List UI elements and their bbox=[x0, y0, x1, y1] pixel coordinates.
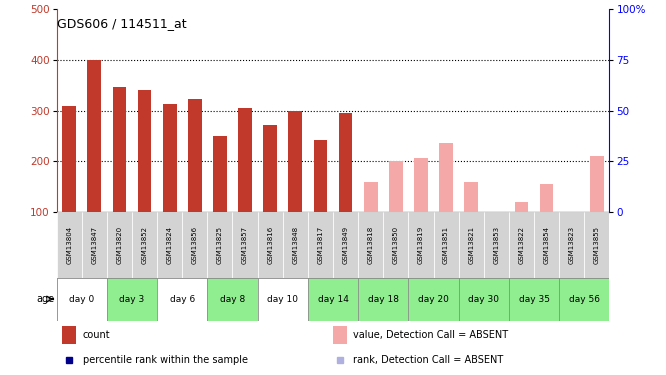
Text: day 14: day 14 bbox=[318, 295, 348, 304]
Bar bbox=[559, 212, 584, 278]
Text: GSM13855: GSM13855 bbox=[594, 226, 600, 264]
Text: GSM13856: GSM13856 bbox=[192, 226, 198, 264]
Bar bbox=[207, 212, 232, 278]
Text: GSM13854: GSM13854 bbox=[543, 226, 549, 264]
Text: GSM13823: GSM13823 bbox=[569, 226, 575, 264]
Text: count: count bbox=[83, 330, 110, 340]
Text: age: age bbox=[36, 294, 54, 304]
Text: day 20: day 20 bbox=[418, 295, 449, 304]
Text: GSM13817: GSM13817 bbox=[318, 226, 324, 264]
Bar bbox=[333, 212, 358, 278]
Bar bbox=[408, 212, 434, 278]
Bar bbox=[308, 278, 358, 321]
Bar bbox=[539, 184, 553, 212]
Text: GSM13825: GSM13825 bbox=[217, 226, 223, 264]
Bar bbox=[288, 111, 302, 212]
Text: GSM13847: GSM13847 bbox=[91, 226, 97, 264]
Text: GSM13853: GSM13853 bbox=[494, 226, 500, 264]
Bar bbox=[515, 202, 528, 212]
Text: GSM13849: GSM13849 bbox=[342, 226, 348, 264]
Text: percentile rank within the sample: percentile rank within the sample bbox=[83, 355, 248, 365]
Bar bbox=[213, 136, 227, 212]
Text: day 8: day 8 bbox=[220, 295, 245, 304]
Bar bbox=[408, 278, 459, 321]
Text: GSM13857: GSM13857 bbox=[242, 226, 248, 264]
Bar bbox=[484, 212, 509, 278]
Text: GSM13821: GSM13821 bbox=[468, 226, 474, 264]
Text: GDS606 / 114511_at: GDS606 / 114511_at bbox=[57, 17, 186, 30]
Bar bbox=[62, 326, 76, 344]
Bar bbox=[464, 182, 478, 212]
Text: day 6: day 6 bbox=[170, 295, 195, 304]
Bar bbox=[113, 87, 127, 212]
Bar bbox=[509, 278, 559, 321]
Bar bbox=[283, 212, 308, 278]
Bar bbox=[584, 212, 609, 278]
Bar bbox=[232, 212, 258, 278]
Text: GSM13819: GSM13819 bbox=[418, 226, 424, 264]
Bar bbox=[358, 278, 408, 321]
Bar bbox=[383, 212, 408, 278]
Text: day 3: day 3 bbox=[119, 295, 145, 304]
Bar bbox=[414, 158, 428, 212]
Bar bbox=[182, 212, 207, 278]
Text: day 35: day 35 bbox=[519, 295, 549, 304]
Text: value, Detection Call = ABSENT: value, Detection Call = ABSENT bbox=[354, 330, 509, 340]
Text: GSM13818: GSM13818 bbox=[368, 226, 374, 264]
Bar bbox=[314, 141, 328, 212]
Bar bbox=[238, 108, 252, 212]
Text: GSM13852: GSM13852 bbox=[142, 226, 148, 264]
Text: rank, Detection Call = ABSENT: rank, Detection Call = ABSENT bbox=[354, 355, 503, 365]
Bar bbox=[163, 104, 176, 212]
Text: GSM13850: GSM13850 bbox=[393, 226, 399, 264]
Bar bbox=[107, 278, 157, 321]
Text: GSM13848: GSM13848 bbox=[292, 226, 298, 264]
Text: GSM13820: GSM13820 bbox=[117, 226, 123, 264]
Text: day 30: day 30 bbox=[468, 295, 500, 304]
Bar bbox=[534, 212, 559, 278]
Text: GSM13851: GSM13851 bbox=[443, 226, 449, 264]
Bar bbox=[308, 212, 333, 278]
Bar bbox=[188, 99, 202, 212]
Bar bbox=[439, 143, 453, 212]
Text: GSM13804: GSM13804 bbox=[66, 226, 72, 264]
Bar bbox=[389, 161, 403, 212]
Bar bbox=[590, 156, 604, 212]
Bar bbox=[207, 278, 258, 321]
Bar bbox=[132, 212, 157, 278]
Bar bbox=[107, 212, 132, 278]
Bar bbox=[459, 212, 484, 278]
Bar bbox=[87, 60, 101, 212]
Text: day 0: day 0 bbox=[69, 295, 95, 304]
Bar bbox=[157, 278, 207, 321]
Bar bbox=[62, 105, 76, 212]
Bar bbox=[82, 212, 107, 278]
Bar bbox=[358, 212, 383, 278]
Text: GSM13822: GSM13822 bbox=[518, 226, 524, 264]
Text: day 18: day 18 bbox=[368, 295, 399, 304]
Bar bbox=[333, 326, 347, 344]
Bar bbox=[364, 182, 378, 212]
Bar bbox=[258, 278, 308, 321]
Bar bbox=[338, 113, 352, 212]
Text: GSM13824: GSM13824 bbox=[166, 226, 172, 264]
Bar bbox=[263, 125, 277, 212]
Text: day 10: day 10 bbox=[267, 295, 298, 304]
Bar bbox=[157, 212, 182, 278]
Bar bbox=[459, 278, 509, 321]
Text: day 56: day 56 bbox=[569, 295, 600, 304]
Bar bbox=[559, 278, 609, 321]
Bar bbox=[57, 278, 107, 321]
Bar bbox=[138, 90, 151, 212]
Bar bbox=[434, 212, 459, 278]
Text: GSM13816: GSM13816 bbox=[267, 226, 273, 264]
Bar bbox=[57, 212, 82, 278]
Bar bbox=[509, 212, 534, 278]
Bar bbox=[258, 212, 283, 278]
